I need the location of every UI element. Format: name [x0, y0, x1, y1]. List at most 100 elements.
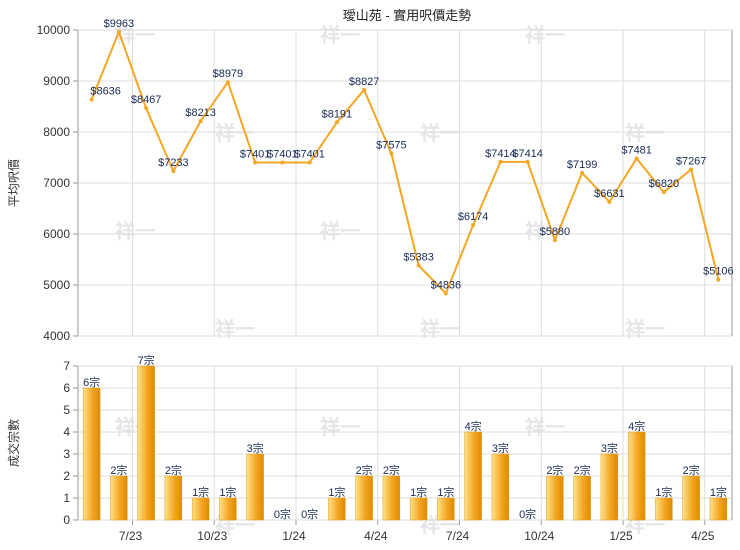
price-data-label: $8191: [322, 108, 353, 120]
count-bar: [191, 497, 210, 521]
count-bar: [600, 453, 619, 521]
count-bar: [137, 365, 155, 521]
count-bar: [627, 431, 646, 521]
price-point: [443, 291, 448, 296]
price-point: [144, 106, 149, 111]
count-bar-label: 4宗: [628, 419, 645, 433]
price-point: [716, 277, 721, 282]
count-bar-label: 1宗: [710, 485, 727, 499]
bar-y-tick-label: 0: [63, 513, 70, 527]
bar-y-tick-label: 4: [63, 425, 70, 439]
price-point: [634, 156, 639, 161]
count-bar-label: 3宗: [492, 441, 509, 455]
watermark-text: 祥一: [215, 317, 255, 341]
bar-y-tick-label: 3: [63, 447, 70, 461]
count-bar: [573, 475, 591, 521]
bar-y-tick-label: 2: [63, 469, 70, 483]
price-data-label: $6631: [594, 188, 625, 200]
price-data-label: $5880: [540, 226, 571, 238]
x-tick-label: 4/25: [691, 529, 715, 543]
line-y-tick-label: 9000: [43, 74, 70, 88]
price-data-label: $7401: [294, 149, 325, 161]
x-tick-label: 1/24: [282, 529, 306, 543]
line-y-tick-label: 10000: [37, 23, 71, 37]
price-data-label: $8213: [185, 107, 216, 119]
watermark-text: 祥一: [320, 219, 360, 243]
count-bar: [355, 475, 373, 521]
price-point: [416, 263, 421, 268]
line-y-tick-label: 5000: [43, 278, 70, 292]
price-data-label: $8979: [213, 68, 244, 80]
watermark-text: 祥一: [115, 23, 155, 47]
x-tick-label: 10/23: [197, 529, 227, 543]
price-point: [362, 87, 367, 92]
price-point: [307, 160, 312, 165]
price-data-label: $7401: [267, 149, 298, 161]
count-bar-label: 0宗: [519, 507, 536, 521]
count-bar: [382, 475, 401, 521]
count-bar: [546, 475, 564, 521]
count-bar-label: 1宗: [219, 485, 236, 499]
count-bar-label: 3宗: [601, 441, 618, 455]
x-tick-label: 1/25: [609, 529, 633, 543]
bar-y-axis-title: 成交宗數: [6, 419, 21, 467]
count-bar: [246, 453, 264, 521]
price-point: [661, 190, 666, 195]
count-bar-label: 1宗: [655, 485, 672, 499]
watermark-text: 祥一: [320, 23, 360, 47]
count-bar: [328, 497, 346, 521]
line-y-tick-label: 8000: [43, 125, 70, 139]
price-data-label: $7414: [512, 148, 543, 160]
line-y-tick-label: 4000: [43, 329, 70, 343]
price-data-label: $8467: [131, 94, 162, 106]
price-point: [498, 159, 503, 164]
price-point: [253, 160, 258, 165]
price-data-label: $7414: [485, 148, 516, 160]
count-bar: [219, 497, 237, 521]
price-data-label: $5383: [403, 251, 434, 263]
count-bar-label: 1宗: [437, 485, 454, 499]
price-point: [389, 151, 394, 156]
x-tick-label: 10/24: [524, 529, 554, 543]
count-bar-label: 7宗: [138, 353, 155, 367]
watermark-text: 祥一: [115, 219, 155, 243]
watermark-text: 祥一: [420, 317, 460, 341]
line-y-axis-title: 平均呎價: [7, 159, 21, 207]
count-bar-label: 2宗: [383, 463, 400, 477]
price-line: [90, 30, 720, 295]
price-data-label: $6820: [649, 178, 680, 190]
count-bar-label: 2宗: [356, 463, 373, 477]
price-data-label: $4836: [431, 279, 462, 291]
count-bar: [682, 475, 700, 521]
count-bar: [709, 497, 728, 521]
count-bar-label: 3宗: [247, 441, 264, 455]
chart-title: 璦山苑 - 實用呎價走勢: [343, 8, 472, 23]
price-point: [580, 170, 585, 175]
price-point: [89, 97, 94, 102]
watermark-text: 祥一: [525, 23, 565, 47]
count-bar-label: 2宗: [110, 463, 127, 477]
price-point: [280, 160, 285, 165]
x-tick-label: 7/24: [446, 529, 470, 543]
bar-y-tick-label: 7: [63, 359, 70, 373]
count-bar-label: 2宗: [683, 463, 700, 477]
price-point: [171, 169, 176, 174]
price-data-label: $8827: [349, 76, 380, 88]
count-bar: [409, 497, 428, 521]
price-data-label: $7401: [240, 149, 271, 161]
count-bar-label: 2宗: [574, 463, 591, 477]
watermark-text: 祥一: [625, 121, 665, 145]
x-tick-label: 4/24: [364, 529, 388, 543]
count-bar-label: 2宗: [165, 463, 182, 477]
price-data-label: $6174: [458, 211, 489, 223]
price-point: [116, 29, 121, 34]
price-data-label: $7233: [158, 157, 189, 169]
count-bar: [655, 497, 673, 521]
watermark-text: 祥一: [525, 415, 565, 439]
count-bar-label: 0宗: [301, 507, 318, 521]
price-point: [334, 120, 339, 125]
price-point: [198, 119, 203, 124]
line-y-tick-label: 6000: [43, 227, 70, 241]
